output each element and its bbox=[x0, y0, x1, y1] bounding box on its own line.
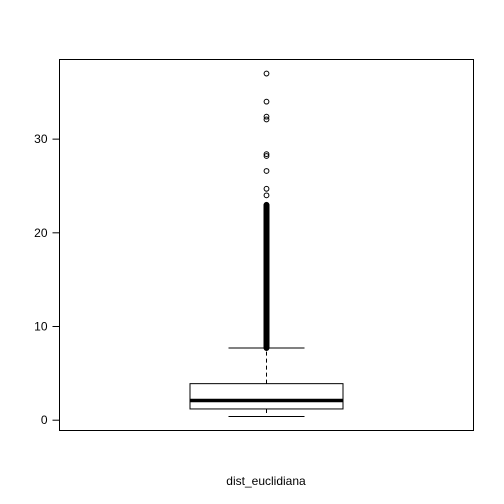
y-tick-label: 10 bbox=[34, 320, 48, 334]
outlier-point bbox=[263, 201, 270, 208]
box-group bbox=[189, 347, 344, 417]
y-axis: 0 10 20 30 bbox=[34, 132, 60, 427]
x-axis-title: dist_euclidiana bbox=[226, 474, 306, 488]
y-tick-label: 0 bbox=[41, 413, 48, 427]
outlier-point bbox=[263, 116, 270, 123]
outlier-point bbox=[263, 168, 270, 174]
outlier-group bbox=[263, 70, 270, 351]
iqr-box bbox=[189, 383, 344, 410]
outlier-point bbox=[263, 192, 270, 199]
outlier-point bbox=[263, 113, 270, 120]
outlier-point bbox=[263, 153, 270, 159]
outlier-point bbox=[263, 185, 270, 192]
outlier-point bbox=[263, 151, 270, 158]
outlier-point bbox=[263, 267, 270, 274]
outlier-point bbox=[263, 98, 270, 105]
y-tick-label: 30 bbox=[34, 132, 48, 146]
y-tick-label: 20 bbox=[34, 226, 48, 240]
outlier-point bbox=[263, 70, 270, 77]
outlier-point bbox=[263, 258, 270, 264]
outlier-point bbox=[263, 263, 270, 270]
plot-frame bbox=[59, 59, 474, 431]
outlier-point bbox=[263, 259, 270, 266]
